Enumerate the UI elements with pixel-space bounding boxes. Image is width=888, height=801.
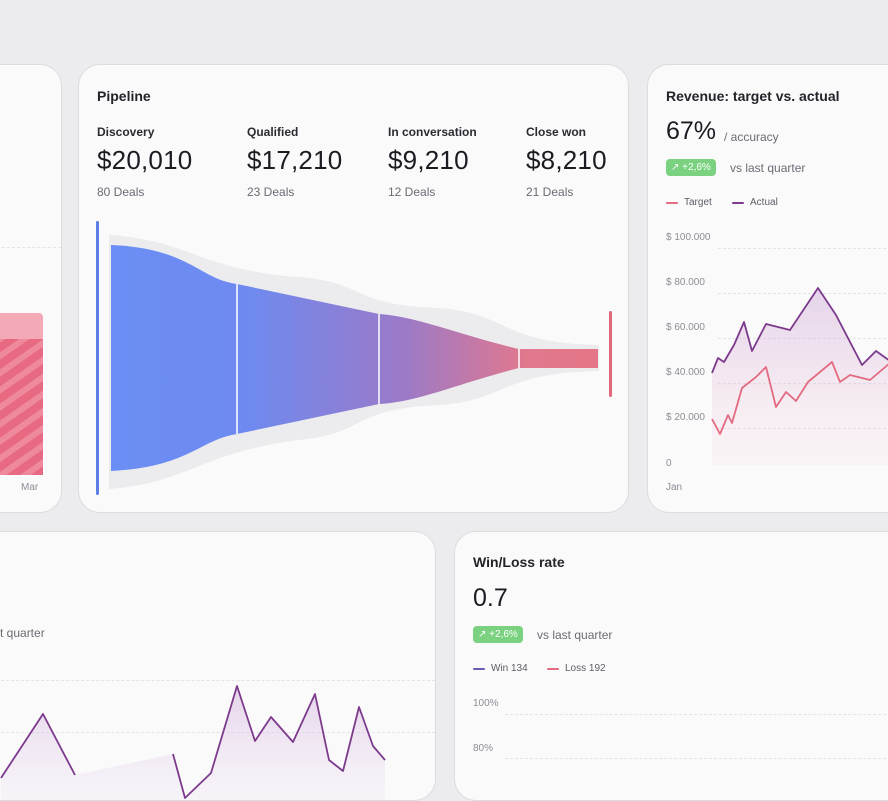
stage-deals-qualified: 23 Deals [247,185,295,199]
badge-value: +2,6% [489,629,518,640]
trend-badge: ↗ +2,6% [473,626,523,643]
target-line [711,361,888,435]
funnel-left-marker [96,221,99,495]
trend-up-icon: ↗ [671,162,680,173]
grid-line [718,293,888,294]
y-tick: $ 20.000 [666,412,705,423]
compare-text: vs last quarter [730,161,806,175]
funnel-right-marker [609,311,612,397]
bottom-left-card: t quarter [0,531,436,801]
left-bar [0,339,43,475]
winloss-card: Win/Loss rate 0.7 ↗ +2,6% vs last quarte… [454,531,888,801]
accuracy-value: 67% [666,117,717,145]
stage-label-in-conversation: In conversation [388,125,477,139]
grid-line [0,732,435,733]
trend-badge: ↗ +2,6% [666,159,716,176]
bottom-left-line-chart [0,685,386,800]
legend-loss: Loss 192 [547,663,606,674]
legend-target: Target [666,197,712,208]
y-tick: $ 80.000 [666,277,705,288]
left-chart-card: Mar [0,64,62,513]
accuracy-suffix: / accuracy [724,130,779,144]
y-tick: $ 100.000 [666,232,711,243]
stage-value-close-won: $8,210 [526,145,607,175]
funnel-chart [96,221,612,495]
x-axis-label-mar: Mar [21,482,39,493]
badge-value: +2,6% [682,162,711,173]
y-tick: 80% [473,743,494,754]
stage-label-close-won: Close won [526,125,587,139]
y-tick: 100% [473,698,499,709]
revenue-card: Revenue: target vs. actual 67% / accurac… [647,64,888,513]
compare-text-partial: t quarter [0,626,45,640]
x-tick: Jan [666,482,683,493]
legend-actual: Actual [732,197,778,208]
grid-line [0,680,435,681]
legend-swatch [732,201,744,204]
series-area [1,686,385,800]
stage-label-discovery: Discovery [97,125,155,139]
stage-deals-in-conversation: 12 Deals [388,185,436,199]
compare-text: vs last quarter [537,628,613,642]
left-bar-top [0,313,43,341]
winloss-value: 0.7 [473,584,508,612]
stage-value-qualified: $17,210 [247,145,343,175]
stage-value-in-conversation: $9,210 [388,145,469,175]
legend-label: Win 134 [491,663,528,674]
y-tick: $ 40.000 [666,367,705,378]
revenue-line-chart [711,287,888,465]
legend-swatch [547,667,559,670]
legend-win: Win 134 [473,663,528,674]
pipeline-card: Pipeline Discovery $20,010 80 Deals Qual… [78,64,629,513]
stage-value-discovery: $20,010 [97,145,193,175]
legend-label: Actual [750,197,778,208]
grid-line [505,758,888,759]
legend-label: Target [684,197,712,208]
legend-swatch [473,667,485,670]
actual-line [711,287,888,374]
stage-deals-close-won: 21 Deals [526,185,574,199]
card-title: Win/Loss rate [473,554,565,570]
legend-swatch [666,201,678,204]
left-bar-chart [0,313,43,475]
grid-line [0,247,61,248]
legend-label: Loss 192 [565,663,606,674]
grid-line [718,248,888,249]
stage-label-qualified: Qualified [247,125,299,139]
stage-deals-discovery: 80 Deals [97,185,145,199]
funnel-body [111,245,598,471]
grid-line [505,714,888,715]
card-title: Pipeline [97,88,151,104]
trend-up-icon: ↗ [478,629,487,640]
card-title: Revenue: target vs. actual [666,88,840,104]
y-tick: $ 60.000 [666,322,705,333]
y-tick: 0 [666,458,672,469]
series-line [0,685,386,799]
